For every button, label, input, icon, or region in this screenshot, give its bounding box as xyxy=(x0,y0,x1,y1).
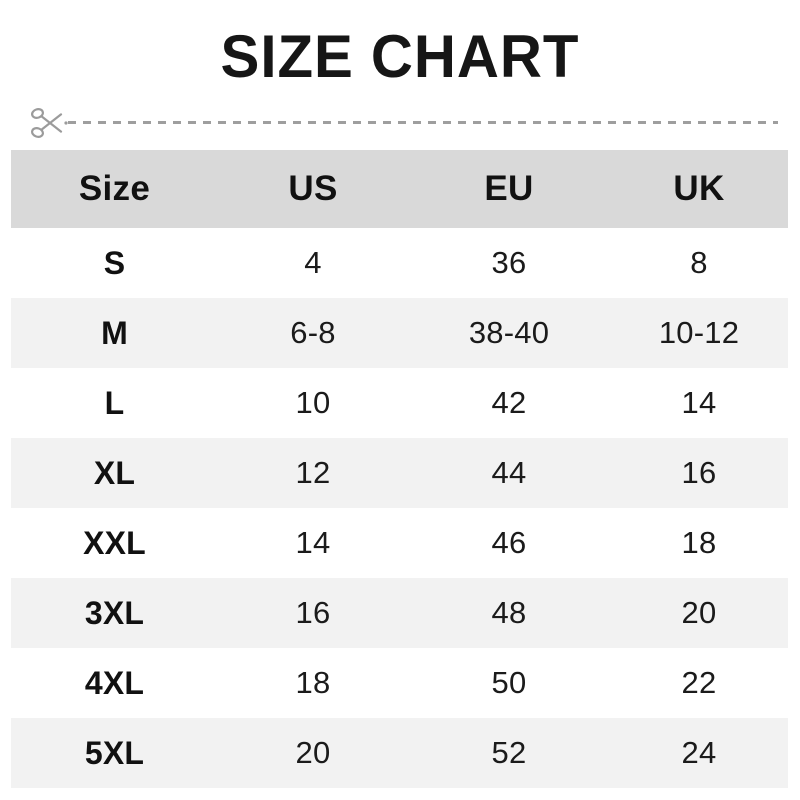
cell-eu: 38-40 xyxy=(468,315,550,350)
cell-us: 10 xyxy=(295,385,331,420)
page-title: SIZE CHART xyxy=(220,23,580,90)
column-header-uk: UK xyxy=(673,169,725,208)
table-header: Size US EU UK xyxy=(11,150,788,228)
cell-uk: 16 xyxy=(681,455,717,490)
cell-size: 4XL xyxy=(84,664,145,701)
cell-uk: 14 xyxy=(681,385,717,420)
table-row: 3XL 16 48 20 xyxy=(11,578,788,648)
table-row: 5XL 20 52 24 xyxy=(11,718,788,788)
cell-us: 18 xyxy=(295,665,331,700)
column-header-size: Size xyxy=(78,169,151,208)
cell-us: 4 xyxy=(304,245,322,280)
cell-size: XL xyxy=(93,454,136,491)
cell-us: 12 xyxy=(295,455,331,490)
table-row: L 10 42 14 xyxy=(11,368,788,438)
cell-us: 16 xyxy=(295,595,331,630)
cut-here-line xyxy=(22,103,778,143)
scissors-icon xyxy=(28,103,70,143)
cell-us: 6-8 xyxy=(290,315,336,350)
cell-size: 3XL xyxy=(84,594,145,631)
cell-us: 14 xyxy=(295,525,331,560)
cell-eu: 44 xyxy=(491,455,527,490)
cell-uk: 8 xyxy=(690,245,708,280)
cell-size: XXL xyxy=(83,524,146,561)
cell-uk: 10-12 xyxy=(658,315,740,350)
cell-uk: 22 xyxy=(681,665,717,700)
table-header-row: Size US EU UK xyxy=(11,150,788,228)
cell-uk: 18 xyxy=(681,525,717,560)
cell-uk: 20 xyxy=(681,595,717,630)
cell-eu: 36 xyxy=(491,245,527,280)
cell-eu: 50 xyxy=(491,665,527,700)
cell-uk: 24 xyxy=(681,735,717,770)
table-body: S 4 36 8 M 6-8 38-40 10-12 L 10 42 14 XL… xyxy=(11,228,788,788)
dashed-cut-line xyxy=(68,121,778,124)
cell-eu: 42 xyxy=(491,385,527,420)
cell-eu: 46 xyxy=(491,525,527,560)
cell-eu: 48 xyxy=(491,595,527,630)
cell-size: L xyxy=(104,384,125,421)
table-row: M 6-8 38-40 10-12 xyxy=(11,298,788,368)
cell-size: S xyxy=(103,244,126,281)
table-row: S 4 36 8 xyxy=(11,228,788,298)
table-row: XL 12 44 16 xyxy=(11,438,788,508)
size-chart-table: Size US EU UK S 4 36 8 M 6-8 38-40 10-12… xyxy=(11,150,788,788)
cell-us: 20 xyxy=(295,735,331,770)
table-row: XXL 14 46 18 xyxy=(11,508,788,578)
column-header-eu: EU xyxy=(484,169,534,208)
cell-size: 5XL xyxy=(84,734,145,771)
cell-size: M xyxy=(101,314,128,351)
table-row: 4XL 18 50 22 xyxy=(11,648,788,718)
cell-eu: 52 xyxy=(491,735,527,770)
column-header-us: US xyxy=(288,169,338,208)
